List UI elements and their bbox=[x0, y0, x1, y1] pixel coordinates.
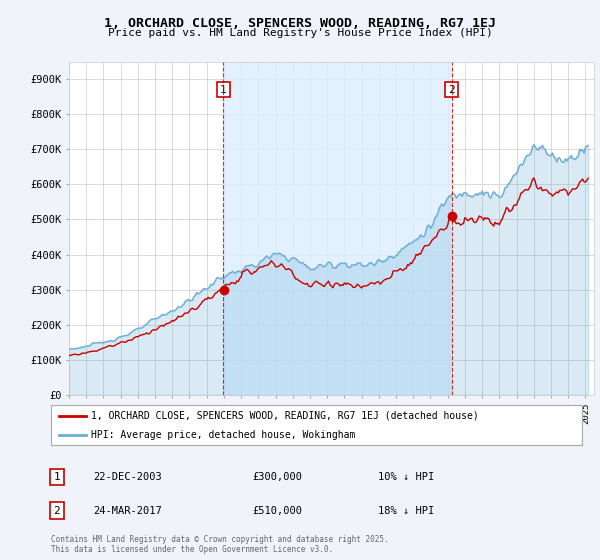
Text: 1: 1 bbox=[53, 472, 61, 482]
Text: Contains HM Land Registry data © Crown copyright and database right 2025.
This d: Contains HM Land Registry data © Crown c… bbox=[51, 535, 389, 554]
Text: 10% ↓ HPI: 10% ↓ HPI bbox=[378, 472, 434, 482]
Text: 18% ↓ HPI: 18% ↓ HPI bbox=[378, 506, 434, 516]
Text: 2: 2 bbox=[448, 85, 455, 95]
Text: £510,000: £510,000 bbox=[252, 506, 302, 516]
Text: £300,000: £300,000 bbox=[252, 472, 302, 482]
Text: 1: 1 bbox=[220, 85, 227, 95]
Text: 22-DEC-2003: 22-DEC-2003 bbox=[93, 472, 162, 482]
Text: 1, ORCHARD CLOSE, SPENCERS WOOD, READING, RG7 1EJ (detached house): 1, ORCHARD CLOSE, SPENCERS WOOD, READING… bbox=[91, 411, 479, 421]
Text: HPI: Average price, detached house, Wokingham: HPI: Average price, detached house, Woki… bbox=[91, 430, 355, 440]
Text: 24-MAR-2017: 24-MAR-2017 bbox=[93, 506, 162, 516]
Text: 2: 2 bbox=[53, 506, 61, 516]
Bar bbox=[223, 62, 452, 395]
Text: Price paid vs. HM Land Registry's House Price Index (HPI): Price paid vs. HM Land Registry's House … bbox=[107, 28, 493, 38]
Text: 1, ORCHARD CLOSE, SPENCERS WOOD, READING, RG7 1EJ: 1, ORCHARD CLOSE, SPENCERS WOOD, READING… bbox=[104, 17, 496, 30]
